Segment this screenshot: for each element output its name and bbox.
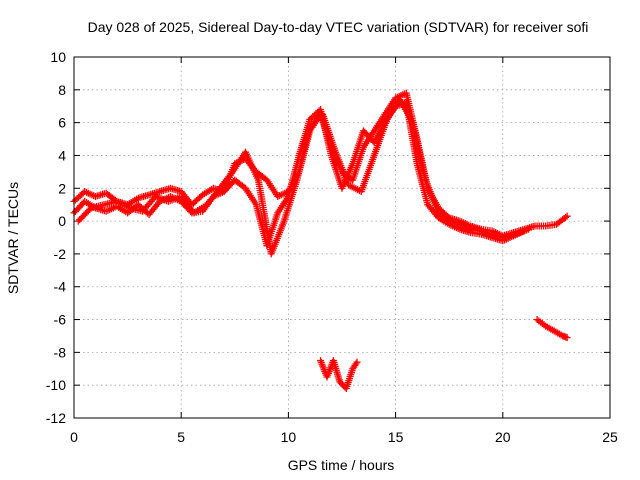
- data-point: [563, 334, 571, 342]
- tick-labels: 0 5 10 15 20 25 -12 -10 -8 -6 -4 -2 0 2 4 6 8 10: [46, 49, 618, 445]
- x-tick-label: 10: [281, 429, 297, 445]
- y-tick-label: 6: [58, 115, 66, 131]
- y-tick-label: 2: [58, 180, 66, 196]
- chart-title: Day 028 of 2025, Sidereal Day-to-day VTE…: [88, 19, 589, 35]
- x-tick-label: 20: [495, 429, 511, 445]
- y-tick-label: -8: [54, 344, 67, 360]
- data-point: [563, 212, 571, 220]
- y-tick-label: 4: [58, 147, 66, 163]
- data-point: [562, 213, 570, 221]
- data-points: [70, 89, 571, 392]
- y-tick-label: -10: [46, 377, 66, 393]
- y-axis-title: SDTVAR / TECUs: [5, 182, 21, 294]
- y-tick-label: -6: [54, 312, 67, 328]
- series-track-e: [533, 316, 571, 342]
- y-tick-label: 10: [50, 49, 66, 65]
- plot-frame: [73, 56, 611, 419]
- x-axis-title: GPS time / hours: [288, 457, 395, 473]
- y-tick-label: -2: [54, 246, 67, 262]
- x-tick-label: 5: [177, 429, 185, 445]
- series-track-c: [74, 96, 533, 258]
- x-tick-label: 0: [70, 429, 78, 445]
- series-track-d: [317, 357, 361, 392]
- y-tick-label: -12: [46, 410, 66, 426]
- data-point: [353, 358, 361, 366]
- grid-lines: [74, 57, 610, 418]
- x-tick-label: 15: [388, 429, 404, 445]
- data-point: [352, 360, 360, 368]
- axis-ticks: [73, 56, 611, 419]
- y-tick-label: -4: [54, 279, 67, 295]
- y-tick-label: 0: [58, 213, 66, 229]
- data-point: [525, 225, 533, 233]
- y-tick-label: 8: [58, 82, 66, 98]
- x-tick-label: 25: [602, 429, 618, 445]
